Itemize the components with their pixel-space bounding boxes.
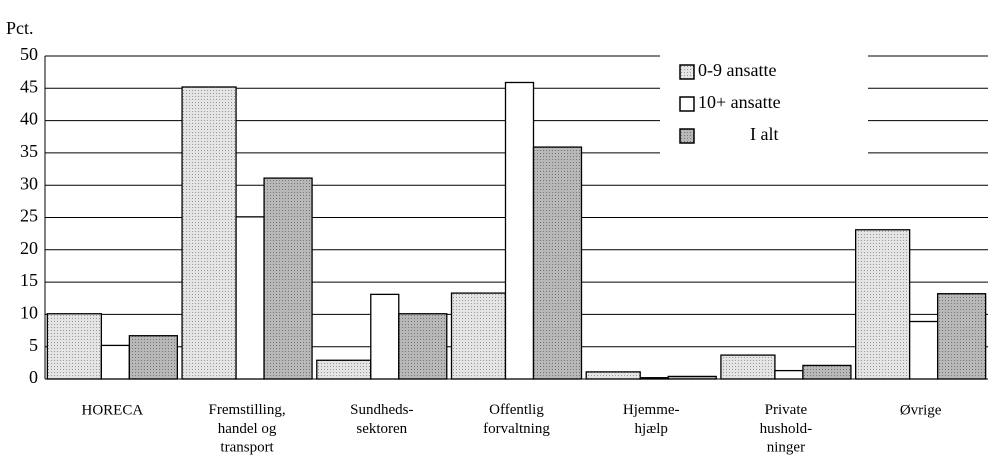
bar: [235, 216, 265, 380]
x-tick-label: Private hushold-ninger: [760, 402, 813, 456]
bar: [398, 313, 448, 380]
y-tick-label: 20: [20, 238, 38, 258]
bar: [936, 293, 987, 380]
bar: [639, 377, 669, 380]
y-tick-label: 40: [20, 109, 38, 129]
bar: [46, 313, 103, 380]
y-tick-label: 35: [20, 141, 38, 161]
bar: [532, 146, 583, 380]
bar: [128, 335, 179, 380]
legend-swatch: [679, 96, 695, 112]
y-axis-label: Pct.: [6, 18, 34, 38]
x-tick-label: Øvrige: [900, 402, 942, 418]
bar: [908, 320, 939, 380]
x-tick-label: Offentlig forvaltning: [483, 402, 550, 437]
bar: [263, 177, 313, 380]
bar: [802, 364, 852, 380]
legend-swatch: [679, 128, 695, 144]
bar: [450, 292, 507, 380]
bar: [370, 293, 400, 380]
bar: [181, 86, 237, 380]
x-tick-label: Fremstilling, handel og transport: [209, 402, 286, 456]
legend-label: I alt: [750, 124, 779, 144]
y-tick-label: 50: [20, 44, 38, 64]
y-tick-label: 0: [29, 367, 38, 387]
bar: [667, 375, 717, 380]
bar: [774, 369, 804, 380]
bar: [720, 354, 776, 380]
legend-swatch: [679, 64, 695, 80]
y-tick-label: 45: [20, 76, 38, 96]
x-tick-label: Hjemme-hjælp: [623, 402, 680, 437]
bar: [504, 81, 535, 380]
y-tick-label: 5: [29, 335, 38, 355]
bar: [854, 229, 911, 380]
x-tick-label: Sundheds-sektoren: [350, 402, 413, 437]
y-tick-label: 25: [20, 206, 38, 226]
y-tick-label: 30: [20, 173, 38, 193]
legend-label: 0-9 ansatte: [698, 60, 776, 80]
y-tick-label: 10: [20, 303, 38, 323]
bar: [316, 359, 372, 380]
y-tick-label: 15: [20, 270, 38, 290]
legend-label: 10+ ansatte: [698, 92, 781, 112]
bar: [100, 344, 131, 380]
x-tick-label: HORECA: [82, 402, 144, 418]
bar: [585, 371, 641, 380]
